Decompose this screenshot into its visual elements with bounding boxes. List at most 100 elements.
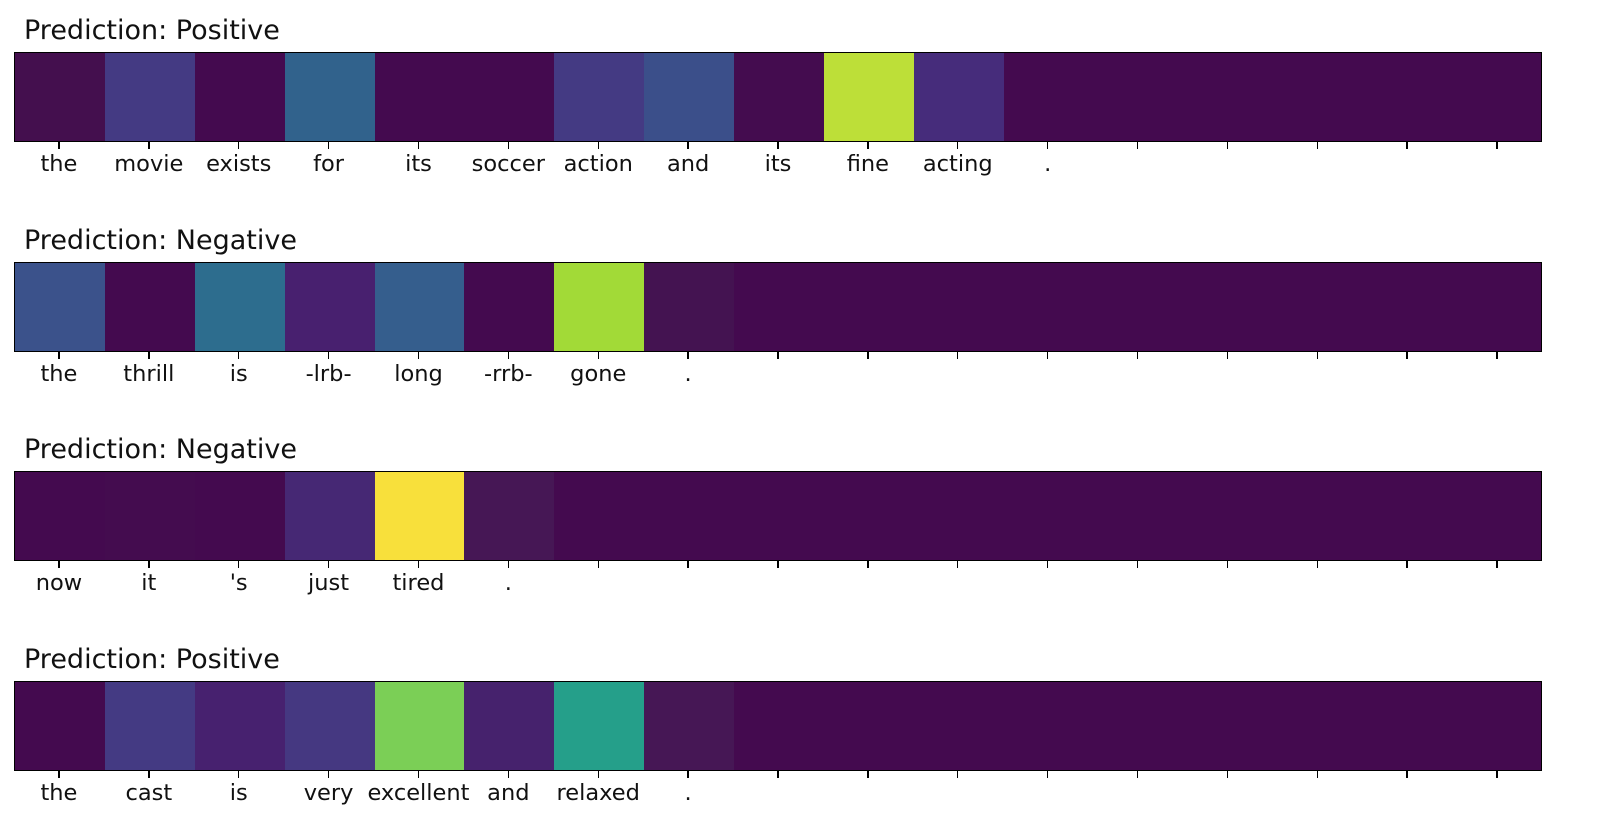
token-label: . [684,360,692,387]
heatmap-cell [1003,681,1095,770]
heatmap-cell [284,681,376,770]
heatmap-cell [734,262,825,351]
x-tick [957,142,959,149]
heatmap-cell [374,681,465,770]
heatmap-cell [104,681,196,770]
heatmap-cell [15,53,106,141]
token-label: it [141,570,157,596]
token-label: . [1044,151,1052,177]
x-tick [597,561,599,568]
x-tick [1226,770,1229,778]
x-tick [1316,770,1318,778]
x-tick [507,770,510,778]
x-tick [957,770,959,778]
heatmap-cell [1093,472,1185,560]
x-tick [687,770,689,778]
heatmap-cell [1183,53,1274,141]
token-label: its [764,151,792,177]
x-tick [507,561,510,568]
heatmap-cell [823,681,915,770]
token-label: for [313,151,345,177]
token-label: action [563,151,633,177]
x-tick [58,770,60,778]
token-label: very [303,779,354,806]
x-tick [1226,142,1229,149]
x-tick [417,561,420,568]
x-tick [1406,142,1408,149]
token-label: 's [229,570,248,596]
token-label: the [40,151,78,177]
heatmap-cell [15,262,106,351]
x-tick [58,351,60,359]
heatmap-cell [913,53,1005,141]
heatmap-cell [374,472,465,560]
x-tick [867,142,869,149]
x-tick [148,561,150,568]
x-tick [1406,351,1408,359]
x-tick [957,351,959,359]
heatmap-cell [194,681,286,770]
x-tick [507,142,510,149]
x-tick [1136,770,1139,778]
token-label: acting [922,151,993,177]
token-label: cast [125,779,173,806]
x-tick [1406,770,1408,778]
heatmap-cell [1453,262,1541,351]
x-tick [327,561,330,568]
x-tick [327,770,330,778]
heatmap-cell [104,262,196,351]
x-tick [1046,770,1049,778]
heatmap-cell [554,472,645,560]
x-tick [597,142,599,149]
heatmap-cell [554,262,645,351]
x-tick [417,142,420,149]
heatmap-cell [1453,681,1541,770]
heatmap-cell [284,472,376,560]
heatmap-cell [823,472,915,560]
x-tick [687,351,689,359]
x-tick [1316,351,1318,359]
heatmap-cell [284,53,376,141]
x-tick [1496,770,1498,778]
heatmap-cell [823,53,915,141]
heatmap-cell [644,53,735,141]
x-tick [327,142,330,149]
token-label: and [487,779,530,806]
heatmap-cell [284,262,376,351]
x-tick [1316,561,1318,568]
x-tick [867,770,869,778]
x-tick [1136,561,1139,568]
x-tick [148,142,150,149]
token-label: exists [206,151,272,177]
heatmap-cell [1003,262,1095,351]
token-label: soccer [471,151,546,177]
token-label: long [394,360,443,387]
token-label: excellent [367,779,470,806]
token-label: is [229,779,248,806]
heatmap-cell [1453,53,1541,141]
x-tick [957,561,959,568]
x-tick [867,561,869,568]
heatmap-cell [374,262,465,351]
heatmap-strip [14,261,1542,352]
x-tick [148,351,150,359]
x-tick [507,351,510,359]
token-label: its [405,151,432,177]
token-label: gone [570,360,627,387]
heatmap-cell [104,472,196,560]
heatmap-cell [464,53,555,141]
heatmap-cell [15,472,106,560]
heatmap-cell [644,262,735,351]
heatmap-cell [1183,472,1274,560]
heatmap-cell [644,472,735,560]
x-tick [687,142,689,149]
x-tick [1316,142,1318,149]
panel-title: Prediction: Positive [24,643,280,675]
x-tick [238,142,240,149]
heatmap-cell [1363,262,1454,351]
x-tick [867,351,869,359]
heatmap-cell [1273,472,1364,560]
x-tick [1046,561,1049,568]
panel-title: Prediction: Positive [24,15,280,46]
